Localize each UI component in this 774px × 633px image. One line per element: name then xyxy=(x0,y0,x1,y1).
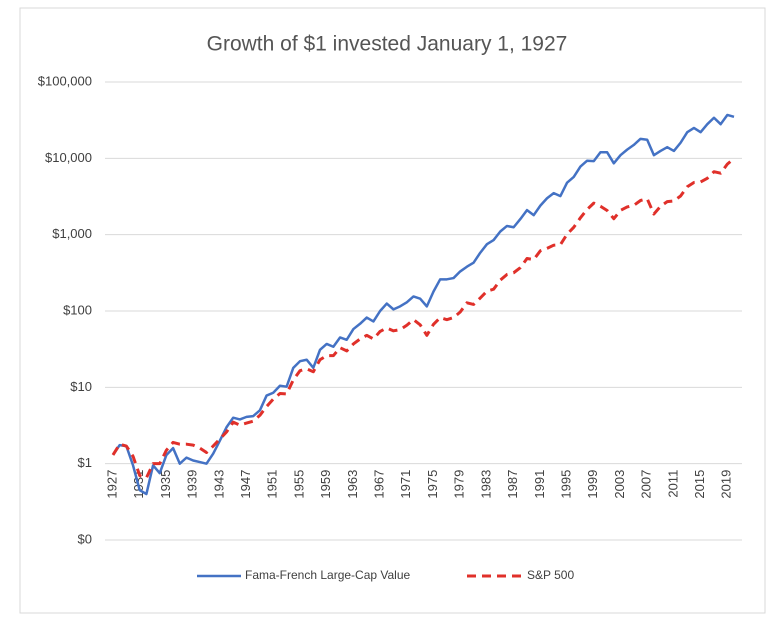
x-tick-label: 2007 xyxy=(639,470,654,499)
x-tick-label: 1991 xyxy=(532,470,547,499)
x-tick-label: 1983 xyxy=(478,470,493,499)
data-line xyxy=(111,157,735,480)
chart-title: Growth of $1 invested January 1, 1927 xyxy=(207,33,568,56)
x-tick-label: 1987 xyxy=(505,470,520,499)
y-tick-label: $100 xyxy=(63,302,92,317)
y-tick-label: $1 xyxy=(78,455,92,470)
x-tick-label: 1971 xyxy=(398,470,413,499)
x-tick-label: 2019 xyxy=(719,470,734,499)
y-tick-label: $100,000 xyxy=(38,73,92,88)
data-line xyxy=(111,113,735,496)
legend-label: S&P 500 xyxy=(527,568,574,582)
x-tick-label: 1959 xyxy=(318,470,333,499)
y-tick-label: $0 xyxy=(78,531,92,546)
y-tick-label: $10 xyxy=(70,379,92,394)
x-tick-label: 1939 xyxy=(185,470,200,499)
x-tick-label: 1947 xyxy=(238,470,253,499)
y-tick-label: $10,000 xyxy=(45,150,92,165)
x-tick-label: 2015 xyxy=(692,470,707,499)
legend-label: Fama-French Large-Cap Value xyxy=(245,568,411,582)
x-tick-label: 1967 xyxy=(372,470,387,499)
x-tick-label: 1979 xyxy=(452,470,467,499)
x-tick-label: 1955 xyxy=(291,470,306,499)
x-tick-label: 1943 xyxy=(211,470,226,499)
x-tick-label: 1963 xyxy=(345,470,360,499)
x-tick-label: 1951 xyxy=(265,470,280,499)
x-tick-label: 1999 xyxy=(585,470,600,499)
x-tick-label: 2011 xyxy=(665,470,680,498)
x-tick-label: 2003 xyxy=(612,470,627,499)
x-tick-label: 1935 xyxy=(158,470,173,499)
x-tick-label: 1995 xyxy=(559,470,574,499)
x-tick-label: 1927 xyxy=(104,470,119,499)
y-tick-label: $1,000 xyxy=(52,226,92,241)
x-tick-label: 1975 xyxy=(425,470,440,499)
